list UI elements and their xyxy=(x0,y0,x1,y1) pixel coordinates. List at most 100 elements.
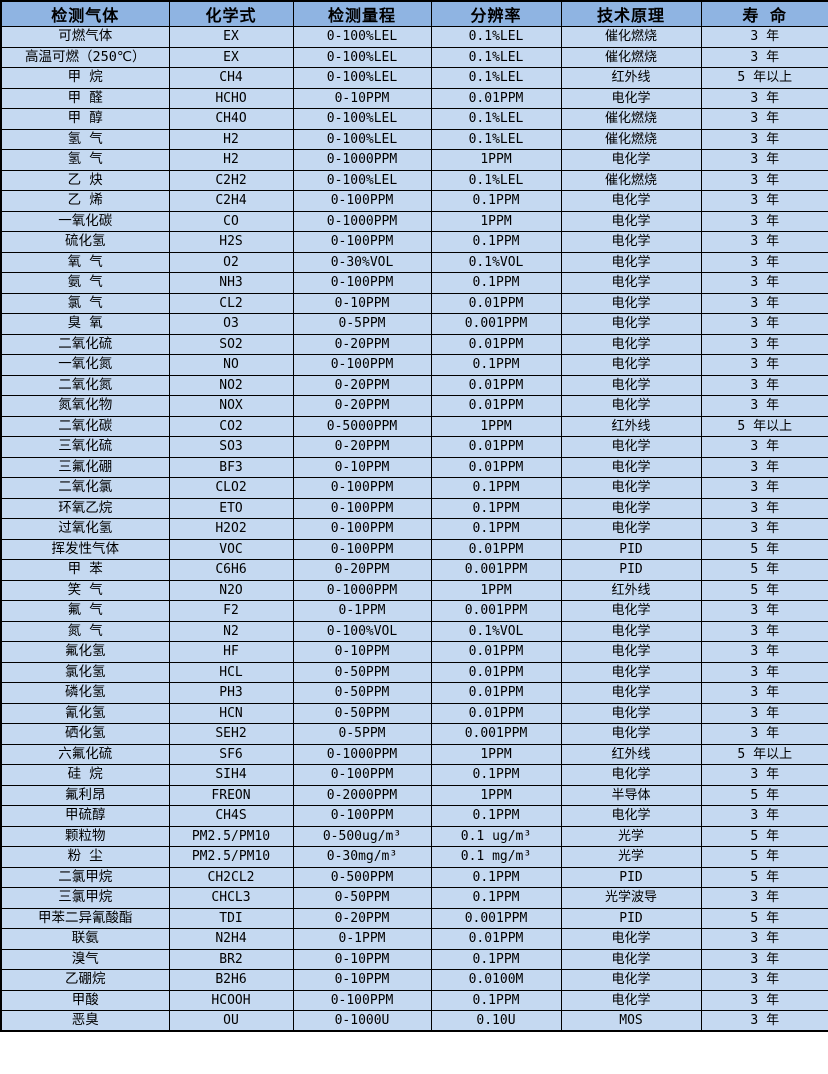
table-cell: 催化燃烧 xyxy=(560,46,702,68)
table-cell: 3 年 xyxy=(700,456,828,478)
table-cell: 0-10PPM xyxy=(292,948,432,970)
table-cell: 3 年 xyxy=(700,436,828,458)
table-cell: 二氧化硫 xyxy=(0,333,170,355)
table-cell: 0.1 ug/m³ xyxy=(430,825,562,847)
table-cell: 溴气 xyxy=(0,948,170,970)
table-cell: PH3 xyxy=(168,682,294,704)
column-header: 技术原理 xyxy=(560,0,702,27)
table-row: 笑 气 N2O 0-1000PPM 1PPM 红外线 5 年 xyxy=(0,579,828,601)
table-cell: 电化学 xyxy=(560,149,702,171)
table-cell: 电化学 xyxy=(560,928,702,950)
table-cell: 一氧化氮 xyxy=(0,354,170,376)
table-cell: 0.1PPM xyxy=(430,805,562,827)
table-cell: 3 年 xyxy=(700,1010,828,1032)
table-cell: 电化学 xyxy=(560,600,702,622)
table-cell: 0-50PPM xyxy=(292,682,432,704)
table-cell: 三氯甲烷 xyxy=(0,887,170,909)
table-row: 硒化氢 SEH2 0-5PPM 0.001PPM 电化学 3 年 xyxy=(0,723,828,745)
table-cell: 电化学 xyxy=(560,723,702,745)
table-cell: 0-100%VOL xyxy=(292,620,432,642)
table-cell: 0.01PPM xyxy=(430,661,562,683)
table-cell: 3 年 xyxy=(700,682,828,704)
table-cell: 3 年 xyxy=(700,641,828,663)
table-cell: 电化学 xyxy=(560,805,702,827)
table-cell: 一氧化碳 xyxy=(0,210,170,232)
table-cell: OU xyxy=(168,1010,294,1032)
table-cell: 电化学 xyxy=(560,702,702,724)
table-cell: 笑 气 xyxy=(0,579,170,601)
table-row: 三氟化硼 BF3 0-10PPM 0.01PPM 电化学 3 年 xyxy=(0,456,828,478)
table-row: 联氨 N2H4 0-1PPM 0.01PPM 电化学 3 年 xyxy=(0,928,828,950)
table-cell: 0-100PPM xyxy=(292,497,432,519)
table-cell: 恶臭 xyxy=(0,1010,170,1032)
table-cell: 联氨 xyxy=(0,928,170,950)
table-cell: 0-100%LEL xyxy=(292,169,432,191)
table-cell: 0-100PPM xyxy=(292,989,432,1011)
table-cell: 电化学 xyxy=(560,989,702,1011)
table-cell: 3 年 xyxy=(700,374,828,396)
table-cell: O3 xyxy=(168,313,294,335)
table-cell: 0-20PPM xyxy=(292,436,432,458)
table-cell: HCL xyxy=(168,661,294,683)
table-cell: 0-30mg/m³ xyxy=(292,846,432,868)
table-cell: C2H2 xyxy=(168,169,294,191)
table-cell: 红外线 xyxy=(560,67,702,89)
table-cell: 甲 醛 xyxy=(0,87,170,109)
table-cell: 0.1%LEL xyxy=(430,169,562,191)
table-cell: 0-2000PPM xyxy=(292,784,432,806)
table-cell: C2H4 xyxy=(168,190,294,212)
table-cell: 0.1PPM xyxy=(430,764,562,786)
table-cell: 0-10PPM xyxy=(292,969,432,991)
table-cell: 0.1PPM xyxy=(430,518,562,540)
table-cell: 3 年 xyxy=(700,272,828,294)
table-row: 氢 气 H2 0-100%LEL 0.1%LEL 催化燃烧 3 年 xyxy=(0,128,828,150)
table-row: 挥发性气体 VOC 0-100PPM 0.01PPM PID 5 年 xyxy=(0,538,828,560)
table-cell: 0.01PPM xyxy=(430,456,562,478)
table-cell: B2H6 xyxy=(168,969,294,991)
table-cell: 3 年 xyxy=(700,948,828,970)
table-cell: TDI xyxy=(168,907,294,929)
table-row: 乙 炔 C2H2 0-100%LEL 0.1%LEL 催化燃烧 3 年 xyxy=(0,169,828,191)
table-cell: 3 年 xyxy=(700,292,828,314)
table-cell: 硫化氢 xyxy=(0,231,170,253)
table-cell: 3 年 xyxy=(700,989,828,1011)
table-cell: 氮 气 xyxy=(0,620,170,642)
table-row: 氟利昂 FREON 0-2000PPM 1PPM 半导体 5 年 xyxy=(0,784,828,806)
table-cell: PM2.5/PM10 xyxy=(168,825,294,847)
table-cell: 0-100PPM xyxy=(292,272,432,294)
table-cell: SEH2 xyxy=(168,723,294,745)
table-cell: 0.1PPM xyxy=(430,190,562,212)
table-cell: 0.1PPM xyxy=(430,354,562,376)
table-cell: NH3 xyxy=(168,272,294,294)
table-cell: N2O xyxy=(168,579,294,601)
table-cell: ETO xyxy=(168,497,294,519)
table-cell: 3 年 xyxy=(700,661,828,683)
table-cell: 0-10PPM xyxy=(292,641,432,663)
table-cell: 电化学 xyxy=(560,641,702,663)
table-cell: 电化学 xyxy=(560,682,702,704)
table-cell: 0.1%LEL xyxy=(430,46,562,68)
table-cell: 0-10PPM xyxy=(292,456,432,478)
table-cell: H2 xyxy=(168,128,294,150)
table-row: 乙 烯 C2H4 0-100PPM 0.1PPM 电化学 3 年 xyxy=(0,190,828,212)
table-cell: 0.01PPM xyxy=(430,374,562,396)
table-cell: FREON xyxy=(168,784,294,806)
table-cell: 0.01PPM xyxy=(430,436,562,458)
table-cell: 0.01PPM xyxy=(430,87,562,109)
table-row: 一氧化碳 CO 0-1000PPM 1PPM 电化学 3 年 xyxy=(0,210,828,232)
table-cell: 电化学 xyxy=(560,87,702,109)
column-header: 分辨率 xyxy=(430,0,562,27)
table-row: 氟 气 F2 0-1PPM 0.001PPM 电化学 3 年 xyxy=(0,600,828,622)
table-row: 氯化氢 HCL 0-50PPM 0.01PPM 电化学 3 年 xyxy=(0,661,828,683)
table-cell: 氧 气 xyxy=(0,251,170,273)
table-cell: 电化学 xyxy=(560,948,702,970)
table-cell: 三氧化硫 xyxy=(0,436,170,458)
table-cell: 3 年 xyxy=(700,477,828,499)
table-cell: 3 年 xyxy=(700,169,828,191)
table-cell: HCOOH xyxy=(168,989,294,1011)
table-cell: 5 年 xyxy=(700,559,828,581)
table-cell: VOC xyxy=(168,538,294,560)
table-cell: CO2 xyxy=(168,415,294,437)
table-cell: 0-50PPM xyxy=(292,661,432,683)
table-cell: 二氧化氯 xyxy=(0,477,170,499)
